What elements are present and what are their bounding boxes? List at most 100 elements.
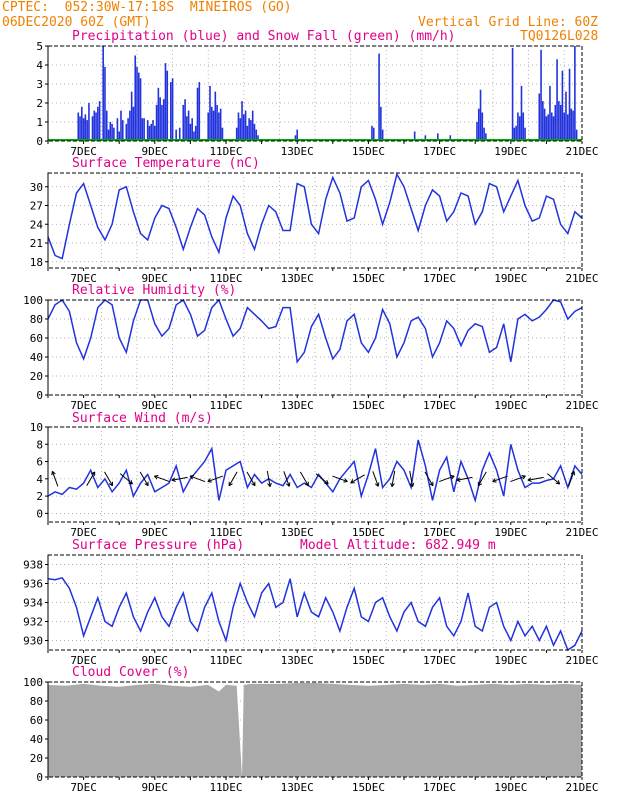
precip-bar bbox=[253, 123, 256, 141]
precip-bar bbox=[515, 125, 517, 141]
precip-bar bbox=[164, 63, 167, 141]
precip-bar bbox=[118, 131, 121, 141]
precip-bar bbox=[570, 108, 573, 141]
x-tick-label: 9DEC bbox=[142, 526, 169, 539]
wind-arrow-shaft bbox=[372, 471, 379, 487]
y-tick-label: 3 bbox=[36, 78, 43, 91]
wind-arrow-head bbox=[128, 480, 133, 485]
precip-bar bbox=[239, 118, 242, 141]
precip-bar bbox=[483, 127, 485, 141]
precip-bar bbox=[125, 123, 128, 141]
x-tick-label: 19DEC bbox=[494, 654, 527, 667]
y-tick-label: 20 bbox=[30, 370, 43, 383]
wind-arrow-shaft bbox=[119, 473, 133, 485]
x-tick-label: 21DEC bbox=[565, 399, 598, 412]
precip-bar bbox=[171, 78, 174, 141]
x-tick-label: 13DEC bbox=[281, 526, 314, 539]
y-tick-label: 21 bbox=[30, 237, 43, 250]
precip-bar bbox=[558, 101, 560, 141]
wind-arrow-shaft bbox=[350, 474, 365, 484]
precip-bar bbox=[381, 129, 384, 141]
x-tick-label: 17DEC bbox=[423, 526, 456, 539]
wind-arrow-head bbox=[285, 482, 291, 487]
precip-bar bbox=[155, 104, 158, 141]
wind-arrow-shaft bbox=[154, 475, 170, 483]
wind-arrow-head bbox=[228, 481, 233, 487]
wind-arrow-head bbox=[343, 478, 348, 483]
precip-bar bbox=[568, 68, 571, 141]
cloud-area bbox=[48, 683, 582, 777]
wind-arrow-head bbox=[555, 480, 561, 485]
precip-bar bbox=[513, 127, 516, 141]
y-tick-label: 0 bbox=[36, 135, 43, 148]
precip-bar bbox=[520, 85, 523, 141]
precip-bar bbox=[86, 120, 88, 141]
precip-title: Precipitation (blue) and Snow Fall (gree… bbox=[72, 29, 456, 44]
precip-bar bbox=[522, 112, 525, 141]
precip-bar bbox=[132, 106, 135, 141]
header-line1: CPTEC: 052:30W-17:18S MINEIROS (GO) bbox=[2, 0, 292, 15]
precip-bar bbox=[476, 122, 478, 141]
wind-arrow-head bbox=[304, 481, 309, 487]
precip-bar bbox=[554, 104, 557, 141]
wind-arrow-head bbox=[477, 481, 482, 487]
precip-bar bbox=[109, 122, 112, 141]
x-tick-label: 17DEC bbox=[423, 781, 456, 794]
precip-bar bbox=[518, 116, 521, 141]
x-tick-label: 13DEC bbox=[281, 781, 314, 794]
x-tick-label: 13DEC bbox=[281, 654, 314, 667]
wind-arrow-shaft bbox=[456, 476, 473, 481]
x-tick-label: 11DEC bbox=[209, 272, 242, 285]
precip-bar bbox=[517, 112, 519, 141]
x-tick-label: 15DEC bbox=[352, 654, 385, 667]
x-tick-label: 21DEC bbox=[565, 781, 598, 794]
y-tick-label: 18 bbox=[30, 256, 43, 269]
x-tick-label: 11DEC bbox=[209, 526, 242, 539]
precip-bar bbox=[139, 78, 142, 141]
temp-line bbox=[47, 172, 583, 260]
precip-bar bbox=[540, 49, 542, 141]
precip-bar bbox=[159, 97, 161, 141]
precip-bar bbox=[111, 123, 113, 141]
y-tick-label: 4 bbox=[36, 59, 43, 72]
x-tick-label: 17DEC bbox=[423, 272, 456, 285]
wind-arrow-head bbox=[492, 478, 497, 483]
wind-arrow-head bbox=[51, 470, 56, 476]
x-tick-label: 15DEC bbox=[352, 781, 385, 794]
precip-bar bbox=[378, 53, 380, 141]
y-tick-label: 938 bbox=[23, 559, 43, 572]
y-tick-label: 6 bbox=[36, 456, 43, 469]
y-tick-label: 24 bbox=[30, 218, 44, 231]
precip-bar bbox=[153, 125, 156, 141]
wind-arrow-head bbox=[390, 482, 395, 488]
x-tick-label: 19DEC bbox=[494, 781, 527, 794]
x-tick-label: 19DEC bbox=[494, 399, 527, 412]
precip-bar bbox=[79, 116, 81, 141]
precip-bar bbox=[166, 70, 169, 141]
precip-bar bbox=[104, 66, 106, 141]
precip-bar bbox=[547, 114, 549, 141]
precip-bar bbox=[198, 82, 201, 141]
wind-arrow-shaft bbox=[299, 471, 309, 486]
precip-bar bbox=[244, 110, 247, 141]
precip-bar bbox=[162, 99, 165, 141]
precip-bar bbox=[574, 46, 576, 141]
wind-arrow-head bbox=[324, 480, 329, 485]
y-tick-label: 100 bbox=[23, 294, 43, 307]
precip-bar bbox=[121, 120, 124, 141]
precip-bar bbox=[175, 129, 177, 141]
precip-bar bbox=[242, 114, 245, 141]
precip-bar bbox=[371, 125, 373, 141]
wind-arrow-head bbox=[154, 474, 159, 480]
x-tick-label: 15DEC bbox=[352, 399, 385, 412]
x-tick-label: 7DEC bbox=[70, 781, 97, 794]
wind-arrow-head bbox=[350, 479, 355, 484]
precip-bar bbox=[257, 135, 259, 141]
precip-bar bbox=[150, 123, 153, 141]
x-tick-label: 19DEC bbox=[494, 272, 527, 285]
precip-bar bbox=[524, 127, 526, 141]
rh-title: Relative Humidity (%) bbox=[72, 283, 237, 298]
wind-arrow-shaft bbox=[527, 476, 544, 481]
x-tick-label: 9DEC bbox=[142, 781, 169, 794]
precip-bar bbox=[187, 110, 190, 141]
